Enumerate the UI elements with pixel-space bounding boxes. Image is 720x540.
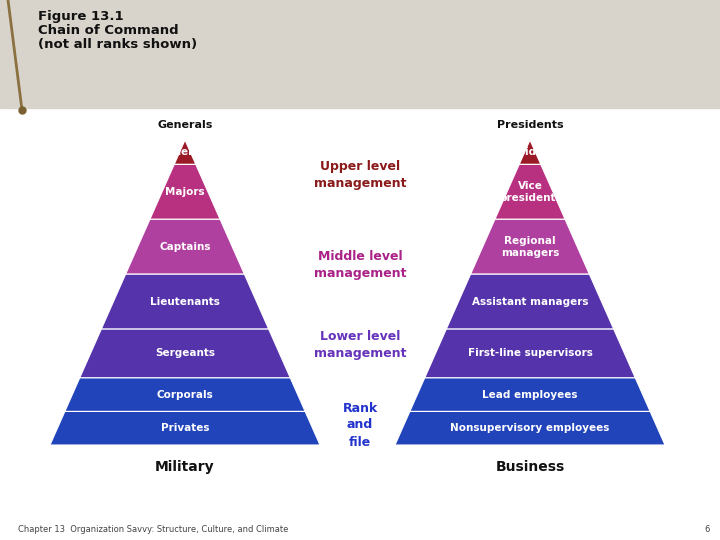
Text: Generals: Generals [159, 147, 211, 157]
Text: Nonsupervisory employees: Nonsupervisory employees [450, 423, 610, 433]
Text: Captains: Captains [159, 242, 211, 252]
Polygon shape [80, 329, 290, 378]
Text: Figure 13.1: Figure 13.1 [38, 10, 124, 23]
Text: Upper level
management: Upper level management [314, 160, 406, 190]
Text: (not all ranks shown): (not all ranks shown) [38, 38, 197, 51]
Polygon shape [395, 411, 665, 445]
Text: Lieutenants: Lieutenants [150, 296, 220, 307]
Polygon shape [519, 140, 541, 164]
Text: Sergeants: Sergeants [155, 348, 215, 359]
Text: Lower level
management: Lower level management [314, 330, 406, 360]
Polygon shape [65, 378, 305, 411]
Text: Privates: Privates [161, 423, 210, 433]
Text: Business: Business [495, 460, 564, 474]
Text: Regional
managers: Regional managers [501, 236, 559, 258]
Polygon shape [446, 274, 613, 329]
Polygon shape [125, 219, 244, 274]
Text: Chain of Command: Chain of Command [38, 24, 179, 37]
Text: Presidents: Presidents [499, 147, 562, 157]
Bar [0, 0, 720, 108]
Polygon shape [150, 164, 220, 219]
Text: Assistant managers: Assistant managers [472, 296, 588, 307]
Polygon shape [495, 164, 565, 219]
Text: Corporals: Corporals [157, 390, 213, 400]
Text: Generals: Generals [157, 120, 212, 130]
Text: Military: Military [156, 460, 215, 474]
Polygon shape [425, 329, 635, 378]
Text: Vice
presidents: Vice presidents [499, 181, 562, 202]
Polygon shape [471, 219, 590, 274]
Text: Presidents: Presidents [497, 120, 563, 130]
Text: Majors: Majors [165, 187, 204, 197]
Text: First-line supervisors: First-line supervisors [467, 348, 593, 359]
Polygon shape [50, 411, 320, 445]
Text: Rank
and
file: Rank and file [343, 402, 377, 449]
Text: 6: 6 [705, 525, 710, 534]
Text: Middle level
management: Middle level management [314, 250, 406, 280]
Text: Lead employees: Lead employees [482, 390, 577, 400]
Polygon shape [102, 274, 269, 329]
Polygon shape [174, 140, 196, 164]
Text: Chapter 13  Organization Savvy: Structure, Culture, and Climate: Chapter 13 Organization Savvy: Structure… [18, 525, 289, 534]
Polygon shape [410, 378, 650, 411]
